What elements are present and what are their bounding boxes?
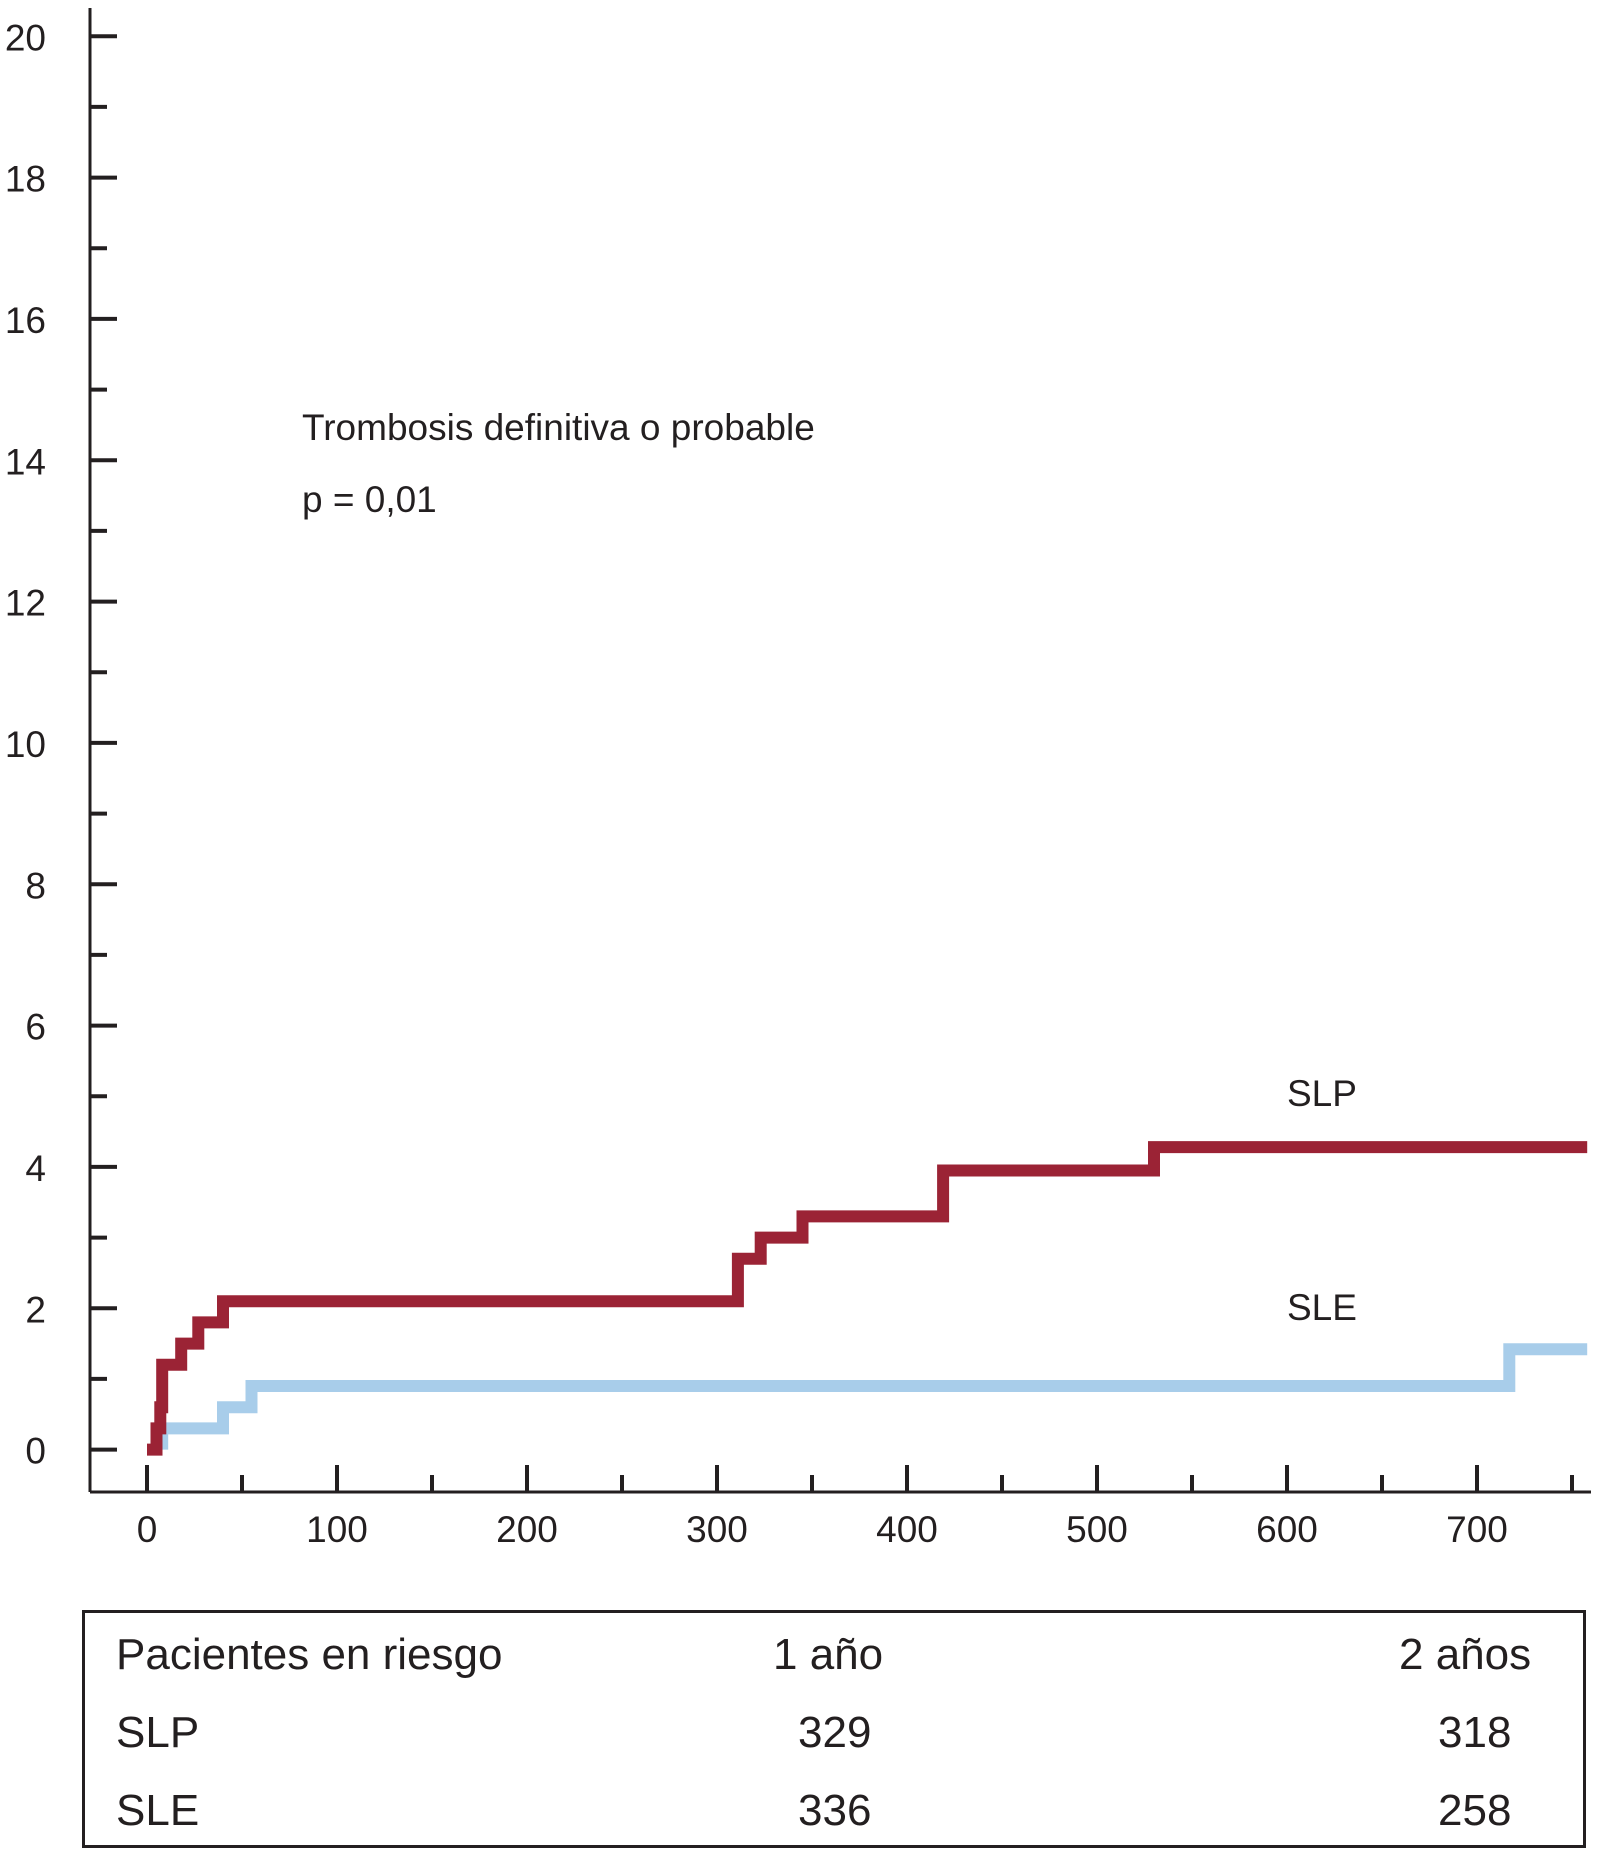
series-line-slp: [147, 1141, 1588, 1456]
x-tick-label-100: 100: [306, 1509, 368, 1550]
chart-annotation-title: Trombosis definitiva o probable: [302, 407, 815, 448]
x-tick-label-500: 500: [1066, 1509, 1128, 1550]
risk-table-row-slp-2-years: 318: [1438, 1708, 1512, 1757]
x-tick-label-400: 400: [876, 1509, 938, 1550]
series-label-slp: SLP: [1287, 1073, 1357, 1114]
chart-annotation-p-value: p = 0,01: [302, 479, 437, 520]
risk-table-row-sle-2-years: 258: [1438, 1786, 1512, 1835]
x-tick-label-300: 300: [686, 1509, 748, 1550]
x-tick-label-200: 200: [496, 1509, 558, 1550]
patients-at-risk-table: Pacientes en riesgo 1 año 2 años SLP 329…: [82, 1610, 1586, 1848]
y-tick-label-10: 10: [5, 724, 46, 765]
y-tick-label-18: 18: [5, 159, 46, 200]
y-tick-label-16: 16: [5, 300, 46, 341]
risk-table-row-sle-1-year: 336: [798, 1786, 872, 1835]
x-tick-label-600: 600: [1256, 1509, 1318, 1550]
risk-table-header-1-year: 1 año: [773, 1630, 884, 1679]
y-tick-label-14: 14: [5, 441, 46, 482]
y-tick-label-8: 8: [25, 865, 46, 906]
y-tick-label-2: 2: [25, 1289, 46, 1330]
x-axis-ticks: 0 100 200 300 400 500 600 700: [137, 1465, 1574, 1550]
risk-table-row-label-slp: SLP: [116, 1708, 200, 1757]
series-line-sle: [156, 1343, 1588, 1450]
risk-table-row-slp-1-year: 329: [798, 1708, 872, 1757]
series-label-sle: SLE: [1287, 1287, 1357, 1328]
y-tick-label-4: 4: [25, 1148, 46, 1189]
x-tick-label-0: 0: [137, 1509, 158, 1550]
y-axis-ticks: 0 2 4 6 8 10 12 14 16 18 20: [5, 17, 117, 1472]
y-tick-label-0: 0: [25, 1431, 46, 1472]
risk-table-header-label: Pacientes en riesgo: [116, 1630, 503, 1679]
series-layer: [147, 1141, 1588, 1456]
y-tick-label-12: 12: [5, 583, 46, 624]
risk-table-row-label-sle: SLE: [116, 1786, 200, 1835]
y-tick-label-6: 6: [25, 1007, 46, 1048]
risk-table-header-2-years: 2 años: [1399, 1630, 1532, 1679]
chart-axes: [88, 8, 1591, 1494]
x-tick-label-700: 700: [1446, 1509, 1508, 1550]
incidence-chart: 0 2 4 6 8 10 12 14 16 18 20 0 100 200 300 400 500 600 700…: [5, 8, 1591, 1550]
y-tick-label-20: 20: [5, 17, 46, 58]
